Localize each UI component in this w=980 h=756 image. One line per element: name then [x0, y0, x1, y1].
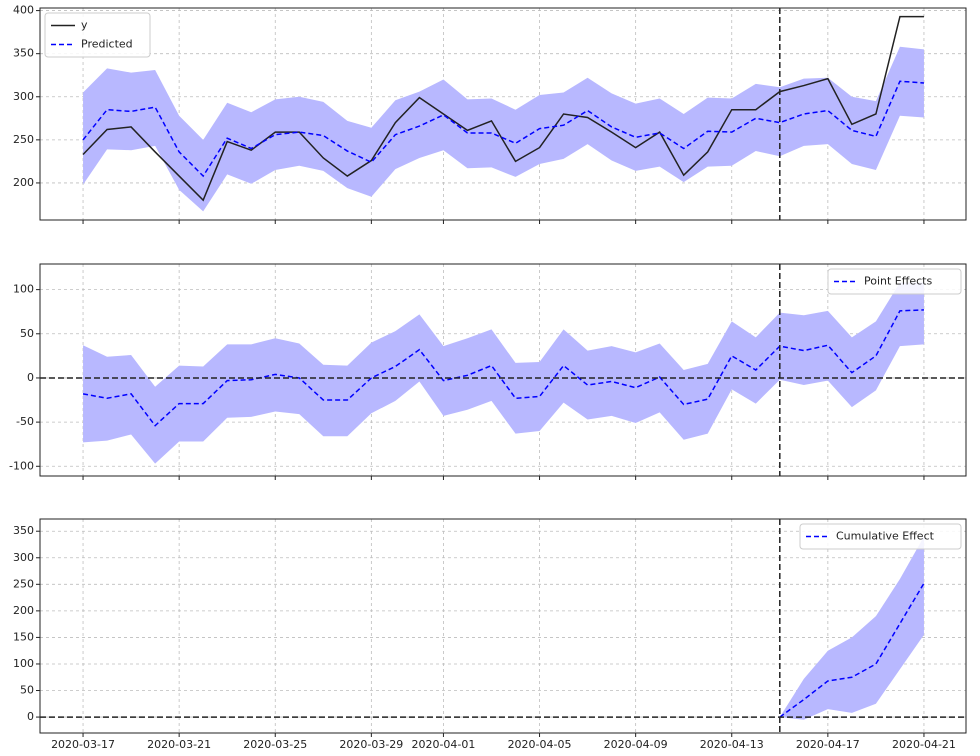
confidence-band — [83, 46, 924, 212]
plot-frame — [39, 7, 967, 221]
x-tick-label: 2020-04-09 — [604, 738, 668, 751]
x-tick-label: 2020-04-13 — [700, 738, 764, 751]
y-tick-label: 100 — [13, 657, 34, 670]
x-tick-label: 2020-03-21 — [147, 738, 211, 751]
y-tick-label: 100 — [13, 283, 34, 296]
x-tick-label: 2020-04-21 — [892, 738, 956, 751]
legend: y Predicted — [44, 12, 151, 58]
y-tick-label: 250 — [13, 133, 34, 146]
y-tick-label: 300 — [13, 90, 34, 103]
legend-label: Point Effects — [864, 275, 932, 288]
y-tick-label: 200 — [13, 176, 34, 189]
x-tick-label: 2020-03-17 — [51, 738, 115, 751]
legend-label: y — [81, 19, 88, 32]
panel: 200 250 300 350 400 y Predicted — [13, 4, 967, 224]
series-line — [82, 309, 924, 427]
legend: Point Effects — [827, 268, 962, 295]
y-tick-label: 400 — [13, 4, 34, 17]
x-tick-label: 2020-04-01 — [411, 738, 475, 751]
x-tick-label: 2020-04-05 — [508, 738, 572, 751]
y-tick-label: 250 — [13, 577, 34, 590]
confidence-band — [83, 282, 924, 464]
y-tick-label: 50 — [20, 327, 34, 340]
y-tick-label: -50 — [16, 415, 34, 428]
legend-label: Predicted — [81, 38, 133, 51]
confidence-band — [779, 536, 924, 720]
y-tick-label: 0 — [27, 371, 34, 384]
y-tick-label: 150 — [13, 630, 34, 643]
series-line — [779, 582, 925, 718]
plot-frame — [39, 263, 967, 477]
series-line — [82, 80, 925, 178]
y-tick-label: 0 — [27, 710, 34, 723]
plot-frame — [39, 518, 967, 734]
legend-box — [44, 12, 151, 58]
y-tick-label: 350 — [13, 47, 34, 60]
panel: -100 -50 0 50 100 Point Effects — [9, 263, 967, 480]
y-tick-label: 300 — [13, 551, 34, 564]
y-tick-label: -100 — [9, 459, 34, 472]
legend-label: Cumulative Effect — [836, 530, 935, 543]
y-tick-label: 50 — [20, 684, 34, 697]
y-tick-label: 200 — [13, 604, 34, 617]
x-tick-label: 2020-03-29 — [339, 738, 403, 751]
y-tick-label: 350 — [13, 524, 34, 537]
x-tick-label: 2020-04-17 — [796, 738, 860, 751]
x-tick-label: 2020-03-25 — [243, 738, 307, 751]
panel: 2020-03-17 2020-03-21 2020-03-25 2020-03-29… — [13, 518, 967, 751]
legend: Cumulative Effect — [799, 523, 962, 550]
legend-box — [799, 523, 962, 550]
legend-box — [827, 268, 962, 295]
series-line — [82, 15, 924, 202]
